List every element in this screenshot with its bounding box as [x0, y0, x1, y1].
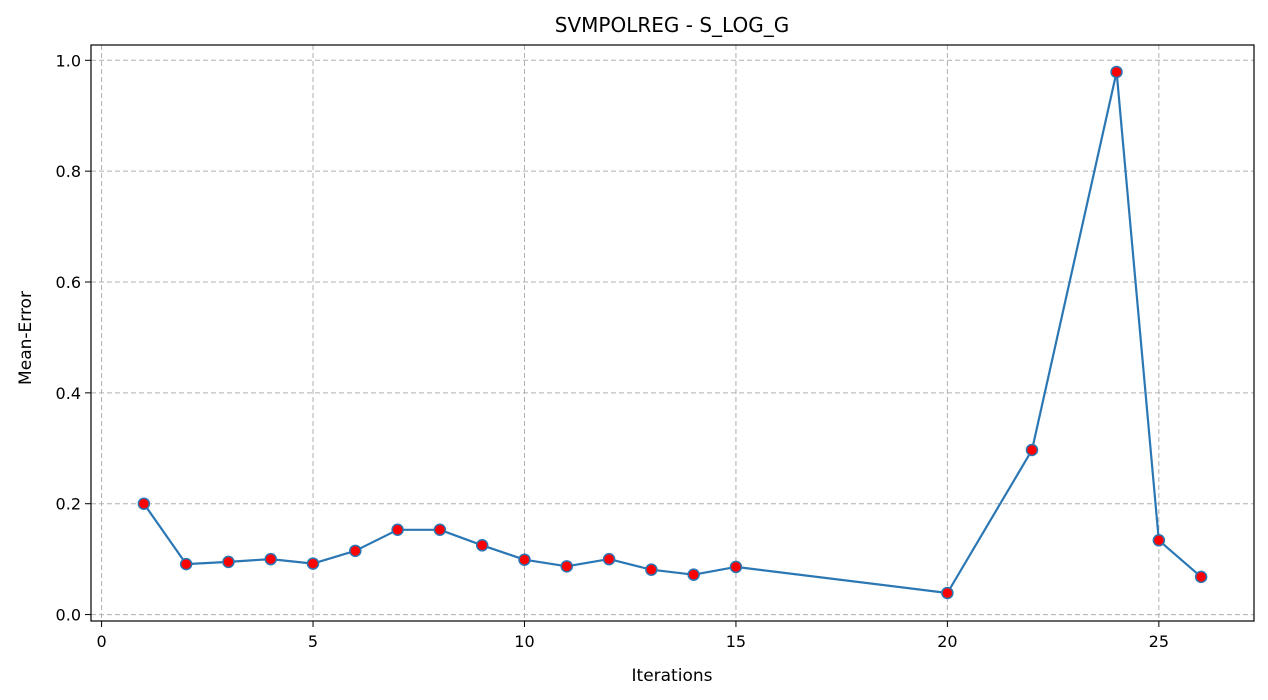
data-point [391, 523, 404, 537]
series-line [142, 70, 1202, 595]
data-point [560, 560, 574, 573]
data-point [222, 555, 235, 569]
data-point [137, 497, 151, 510]
y-tick-label: 0.8 [56, 162, 81, 181]
x-axis-label: Iterations [632, 666, 713, 686]
data-point [349, 544, 362, 558]
data-point [1152, 534, 1166, 547]
data-point [1025, 443, 1039, 457]
y-tick-label: 0.4 [56, 384, 81, 403]
data-point [264, 552, 277, 566]
x-tick-label: 5 [308, 632, 318, 651]
data-point [941, 586, 954, 600]
y-tick-label: 0.0 [56, 606, 81, 625]
data-point [645, 563, 658, 576]
data-point [1194, 570, 1208, 584]
x-tick-label: 0 [96, 632, 106, 651]
chart-title: SVMPOLREG - S_LOG_G [555, 13, 789, 37]
data-point [687, 568, 700, 581]
y-tick-label: 0.2 [56, 495, 81, 514]
plot-frame [90, 44, 1255, 622]
x-tick-label: 25 [1149, 632, 1169, 651]
y-axis-label: Mean-Error [16, 291, 36, 385]
data-point [729, 560, 743, 574]
data-point [1110, 65, 1123, 79]
data-point [518, 553, 531, 566]
y-tick-label: 1.0 [56, 51, 81, 70]
data-point [433, 523, 447, 537]
x-tick-label: 20 [937, 632, 957, 651]
x-tick-label: 10 [514, 632, 534, 651]
data-point [602, 552, 616, 566]
data-point [179, 557, 193, 571]
grid-lines [91, 45, 1254, 621]
data-series [137, 65, 1208, 600]
y-tick-label: 0.6 [56, 273, 81, 292]
data-point [306, 557, 320, 570]
axis-ticks: 0 5 10 15 20 25 0.0 0.2 0.4 0.6 0.8 1.0 [56, 51, 1169, 651]
x-tick-label: 15 [726, 632, 746, 651]
data-point [475, 539, 489, 552]
